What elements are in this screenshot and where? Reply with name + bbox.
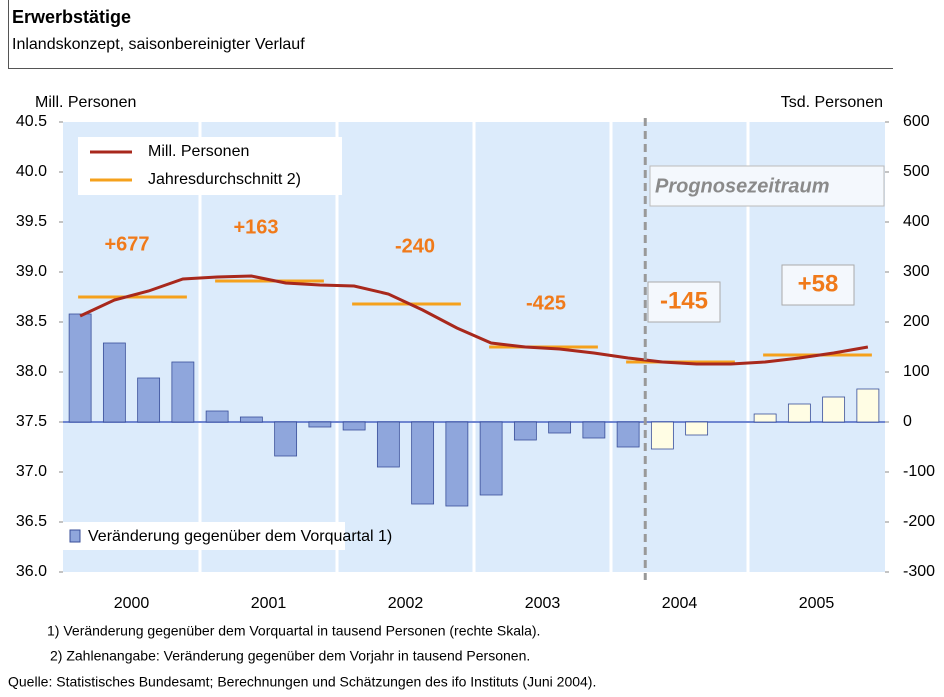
bar [308,421,332,428]
annotation: +58 [798,270,839,297]
chart-subtitle: Inlandskonzept, saisonbereinigter Verlau… [12,36,305,53]
bar [137,377,161,423]
x-tick-label: 2002 [388,595,424,612]
bar [376,421,400,468]
chart-title: Erwerbstätige [12,7,131,27]
bar [685,421,709,436]
bar [239,416,263,423]
y2-tick-label: -300 [903,563,935,580]
legend-swatch [69,529,81,543]
annotation: -145 [660,287,708,314]
x-tick-label: 2004 [662,595,698,612]
bar [274,421,298,457]
bar [548,421,572,434]
y2-tick-label: -200 [903,513,935,530]
bar [787,403,811,423]
annotation-box [647,281,721,323]
y2-tick-label: -100 [903,463,935,480]
bar [753,413,777,423]
y-tick-label: 40.5 [16,113,47,130]
bar [171,361,195,423]
x-tick-label: 2001 [251,595,287,612]
x-tick-label: 2000 [114,595,150,612]
annotation: +677 [104,233,149,255]
annotation: -240 [395,235,435,257]
annotation-box [781,264,855,306]
y2-tick-label: 500 [903,163,930,180]
y2-tick-label: 600 [903,113,930,130]
source: Quelle: Statistisches Bundesamt; Berechn… [8,674,596,690]
y-tick-label: 36.0 [16,563,47,580]
y2-tick-label: 0 [903,413,912,430]
y-tick-label: 37.0 [16,463,47,480]
bar [856,388,880,423]
y-tick-label: 38.5 [16,313,47,330]
x-tick-label: 2005 [799,595,835,612]
bar [445,421,469,507]
footnote: 2) Zahlenangabe: Veränderung gegenüber d… [50,648,530,664]
y-tick-label: 40.0 [16,163,47,180]
y-axis-label: Mill. Personen [35,94,136,111]
legend-label: Jahresdurchschnitt 2) [148,171,301,188]
y-tick-label: 39.5 [16,213,47,230]
annotation: -425 [526,292,566,314]
forecast-box [649,165,885,207]
annotation: +163 [233,216,278,238]
legend-box [63,522,345,550]
line [79,274,869,366]
bar [205,410,229,423]
y2-tick-label: 100 [903,363,930,380]
bar [822,396,846,423]
y2-tick-label: 200 [903,313,930,330]
bar [342,421,366,431]
legend-label: Mill. Personen [148,143,249,160]
bar [68,313,92,423]
legend-box [78,137,342,195]
bar [411,421,435,505]
y2-axis-label: Tsd. Personen [781,94,883,111]
x-tick-label: 2003 [525,595,561,612]
y-tick-label: 38.0 [16,363,47,380]
bar [582,421,606,439]
y-tick-label: 36.5 [16,513,47,530]
forecast-label: Prognosezeitraum [655,175,829,197]
legend-label: Veränderung gegenüber dem Vorquartal 1) [88,528,392,545]
y-tick-label: 39.0 [16,263,47,280]
bar [102,342,126,423]
bar [650,421,674,450]
y-tick-label: 37.5 [16,413,47,430]
y2-tick-label: 400 [903,213,930,230]
bar [616,421,640,448]
bar [513,421,537,441]
bar [479,421,503,496]
footnote: 1) Veränderung gegenüber dem Vorquartal … [47,623,540,639]
y2-tick-label: 300 [903,263,930,280]
